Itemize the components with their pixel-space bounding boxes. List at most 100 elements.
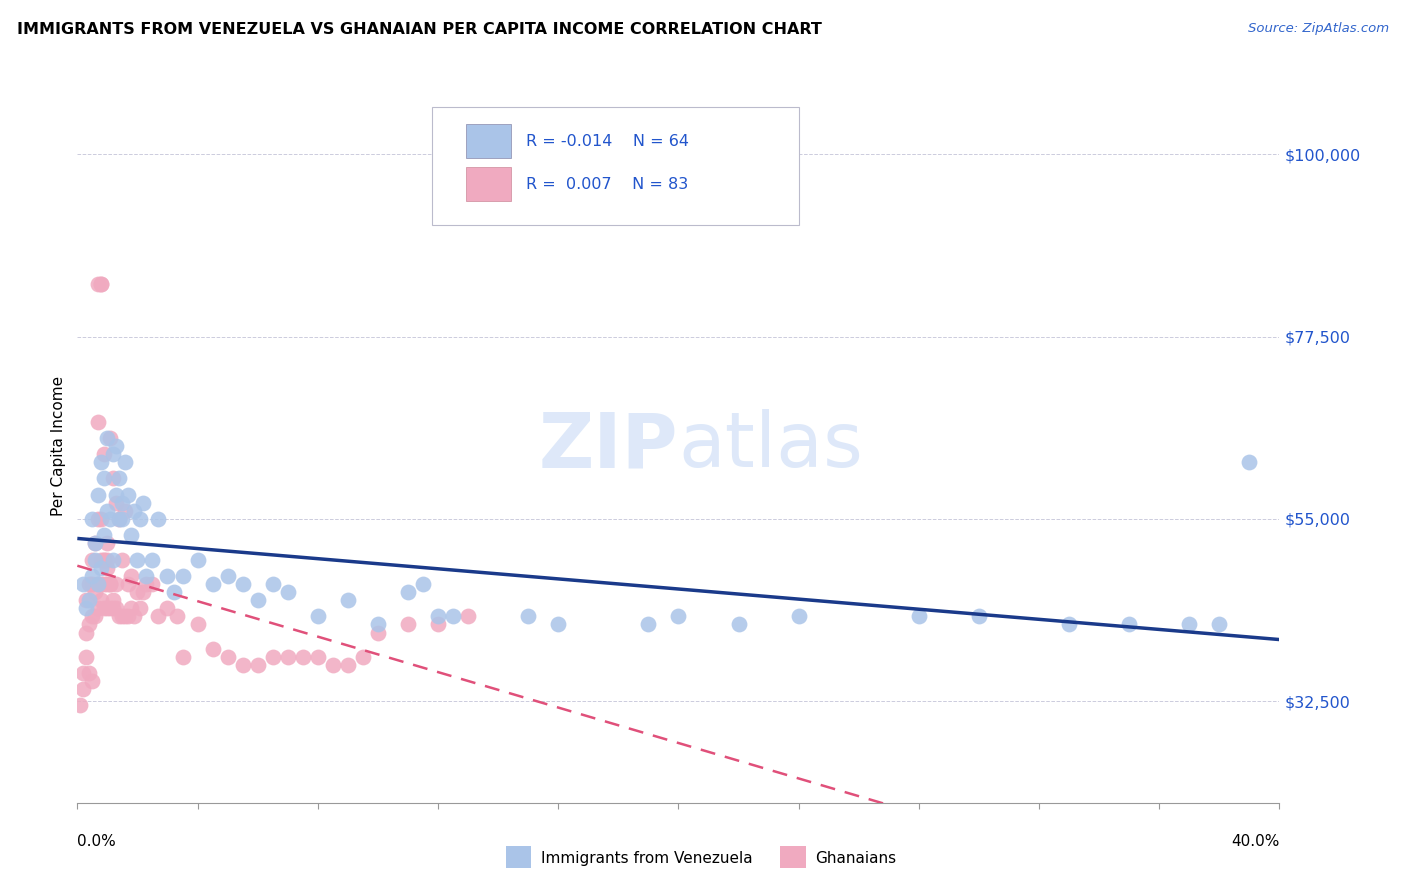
Point (79, 666, 101, 681)
Point (90, 277, 112, 291)
Point (114, 455, 136, 469)
Point (105, 496, 128, 510)
Point (75, 601, 97, 615)
Point (75, 649, 97, 664)
Point (100, 601, 122, 615)
Point (246, 593, 269, 607)
Point (117, 488, 139, 502)
Point (96, 431, 118, 445)
Text: 0.0%: 0.0% (77, 834, 117, 849)
Point (120, 601, 142, 615)
Point (87, 601, 110, 615)
Point (75, 625, 97, 640)
Point (82, 568, 104, 582)
Point (246, 657, 269, 672)
Point (93, 552, 115, 566)
Point (262, 649, 284, 664)
Point (172, 568, 194, 582)
Point (100, 431, 122, 445)
Point (172, 649, 194, 664)
Point (82, 577, 104, 591)
Text: Immigrants from Venezuela: Immigrants from Venezuela (541, 852, 754, 866)
Point (105, 577, 128, 591)
Point (103, 471, 125, 485)
Point (129, 601, 152, 615)
Point (201, 577, 224, 591)
Point (114, 609, 136, 624)
Point (1208, 617, 1230, 632)
Point (103, 593, 125, 607)
Point (124, 504, 146, 518)
Point (217, 568, 239, 582)
Point (120, 528, 142, 542)
Point (84, 585, 107, 599)
Point (336, 657, 359, 672)
Point (96, 552, 118, 566)
Point (90, 455, 112, 469)
Point (69, 698, 91, 713)
Point (79, 617, 101, 632)
Point (90, 577, 112, 591)
Point (87, 577, 110, 591)
Point (108, 512, 131, 526)
Point (84, 536, 107, 550)
Point (135, 577, 157, 591)
Point (93, 577, 115, 591)
Point (135, 568, 157, 582)
Point (727, 617, 749, 632)
Point (156, 601, 179, 615)
Point (148, 512, 170, 526)
Point (90, 552, 112, 566)
Point (132, 496, 155, 510)
Point (291, 649, 314, 664)
Point (232, 657, 254, 672)
Point (87, 512, 110, 526)
Point (120, 568, 142, 582)
Point (79, 593, 101, 607)
Point (217, 649, 239, 664)
Point (186, 552, 209, 566)
Point (84, 552, 107, 566)
Point (111, 512, 134, 526)
Point (637, 617, 659, 632)
Point (517, 609, 540, 624)
Point (1057, 617, 1080, 632)
Point (1178, 617, 1201, 632)
Point (127, 585, 149, 599)
Point (96, 601, 118, 615)
Point (96, 536, 118, 550)
Point (457, 609, 479, 624)
Point (87, 277, 110, 291)
Point (103, 447, 125, 461)
Point (427, 617, 450, 632)
Point (93, 552, 115, 566)
Text: Source: ZipAtlas.com: Source: ZipAtlas.com (1249, 22, 1389, 36)
Point (93, 447, 115, 461)
Point (336, 593, 359, 607)
Point (103, 552, 125, 566)
Point (96, 504, 118, 518)
Point (111, 496, 134, 510)
Point (82, 609, 104, 624)
Point (127, 552, 149, 566)
Point (87, 488, 110, 502)
Point (82, 674, 104, 689)
Point (82, 552, 104, 566)
Point (186, 617, 209, 632)
Point (103, 601, 125, 615)
Point (87, 415, 110, 429)
Point (547, 617, 569, 632)
Point (412, 577, 434, 591)
Bar (465, 167, 512, 202)
Point (232, 577, 254, 591)
Point (668, 609, 690, 624)
Point (90, 560, 112, 574)
Point (93, 471, 115, 485)
Point (96, 560, 118, 574)
Point (141, 552, 163, 566)
Point (201, 641, 224, 656)
Point (108, 609, 131, 624)
Point (117, 577, 139, 591)
Point (427, 609, 450, 624)
Point (93, 528, 115, 542)
